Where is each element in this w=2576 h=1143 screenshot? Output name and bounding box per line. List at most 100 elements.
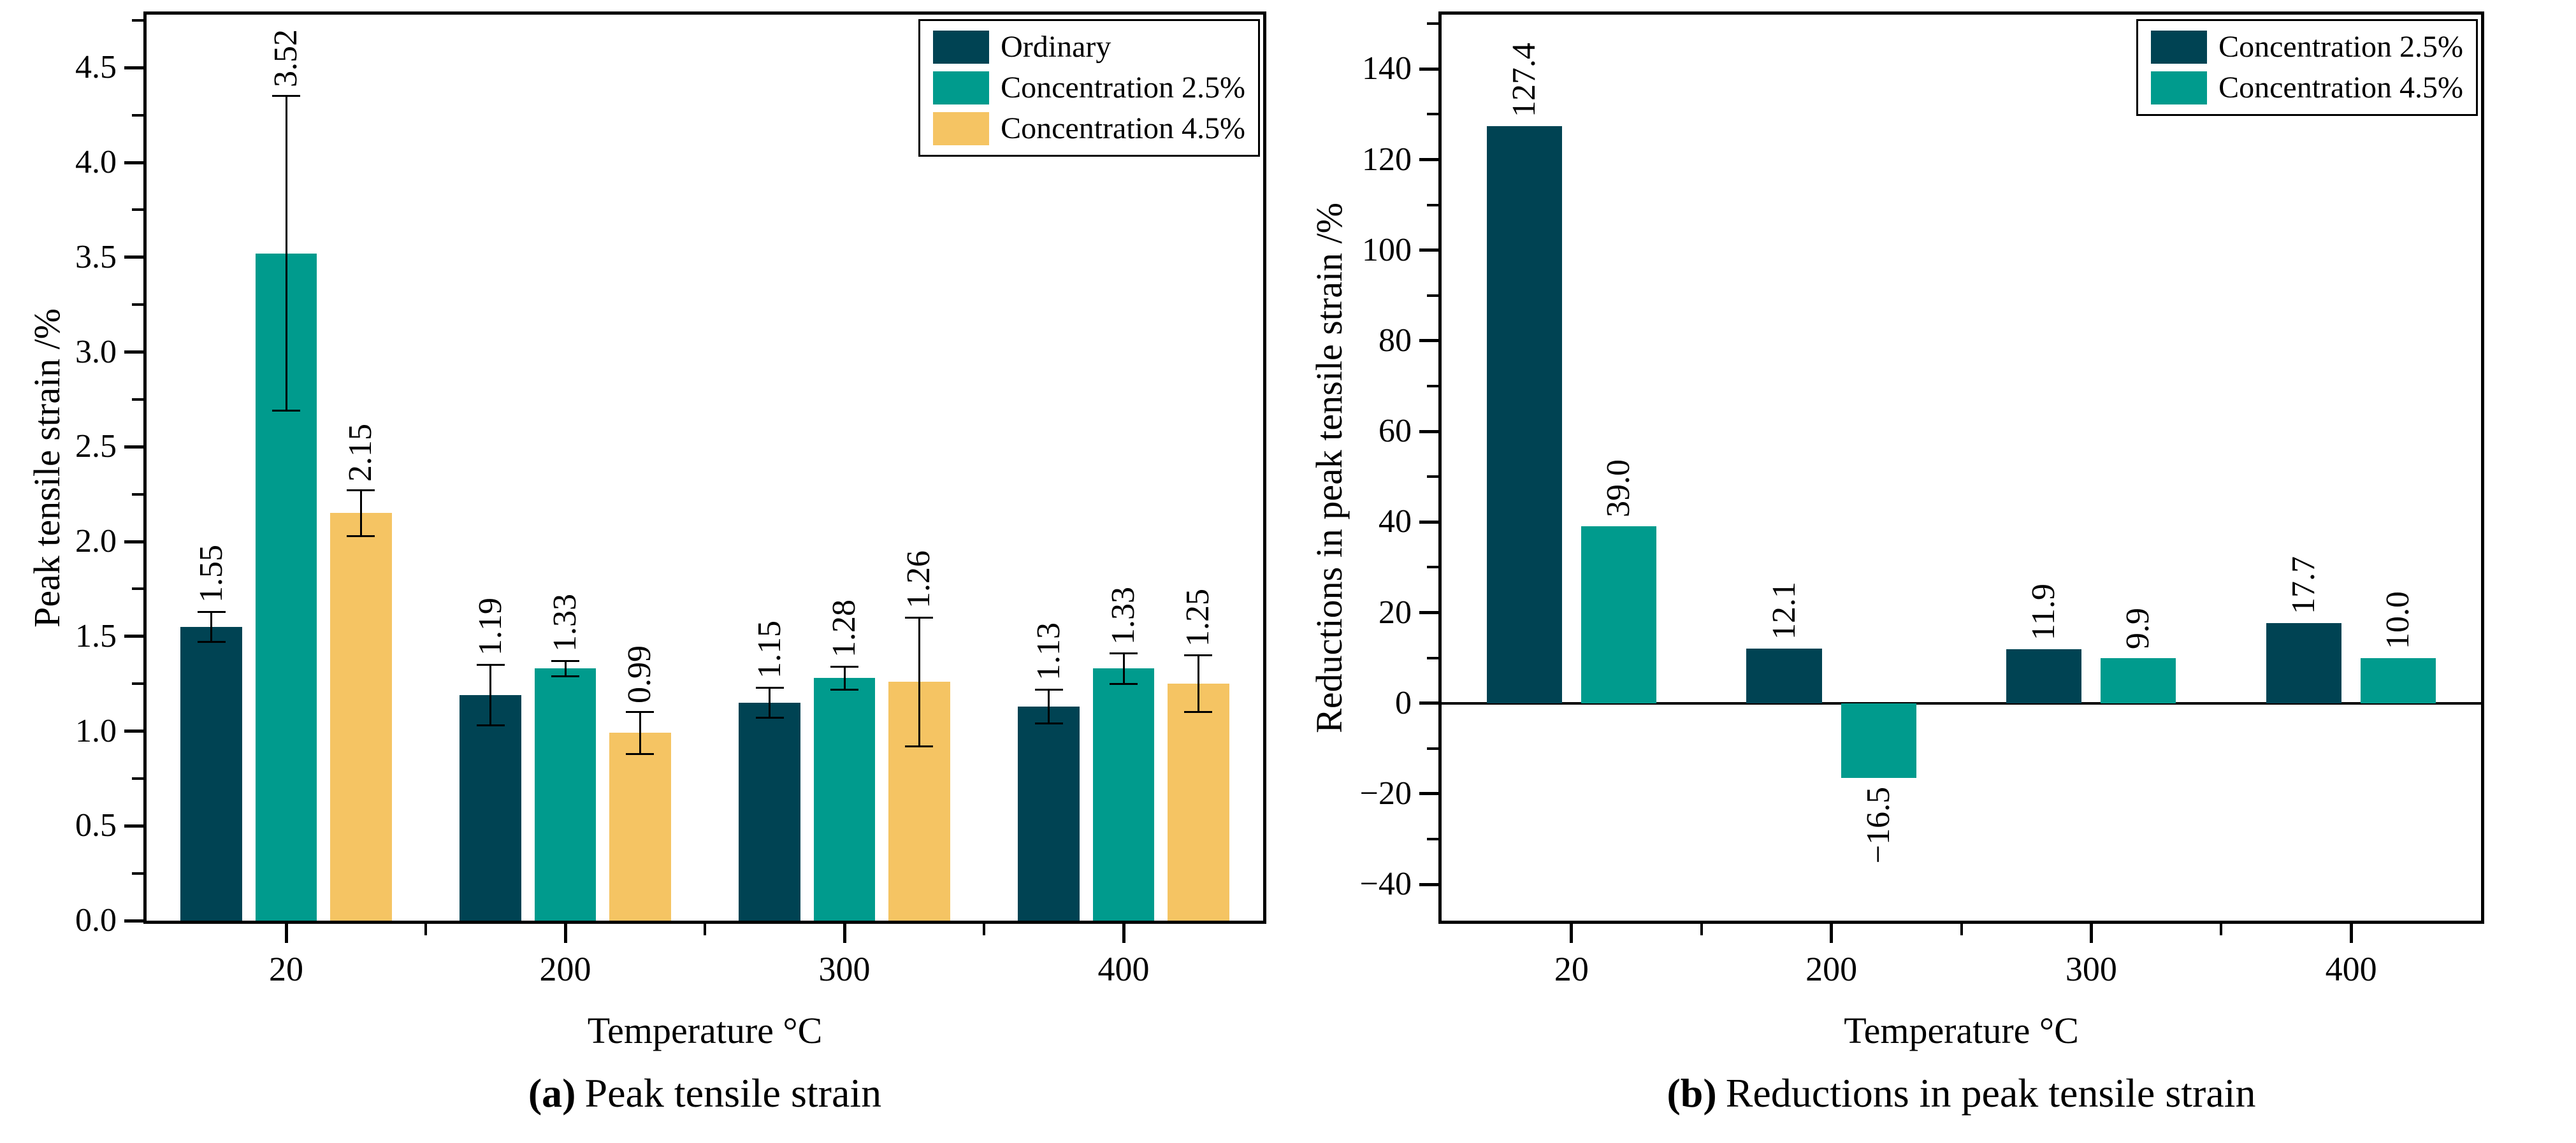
bar-a-20-s0 bbox=[180, 626, 242, 921]
y-tick-label: 1.5 bbox=[75, 617, 117, 654]
y-minor-tick bbox=[1427, 113, 1438, 116]
bar-a-400-s2 bbox=[1168, 684, 1229, 921]
bar-value-label: 1.19 bbox=[472, 598, 509, 656]
y-major-tick bbox=[1419, 339, 1438, 343]
panel-b-y-axis-title: Reductions in peak tensile strain /% bbox=[1308, 202, 1350, 733]
bar-a-200-s2 bbox=[609, 733, 671, 921]
bar-value-label: 127.4 bbox=[1505, 42, 1542, 117]
error-bar-cap-bottom bbox=[1184, 711, 1213, 714]
error-bar-cap-bottom bbox=[197, 641, 226, 643]
error-bar-line bbox=[1197, 655, 1199, 712]
bar-a-300-s0 bbox=[739, 702, 800, 921]
x-major-tick bbox=[2349, 924, 2353, 943]
y-tick-label: 100 bbox=[1362, 231, 1412, 268]
bar-value-label: 2.15 bbox=[342, 423, 379, 482]
panel-a-caption: (a) Peak tensile strain bbox=[143, 1072, 1266, 1115]
bar-b-300-s0 bbox=[2006, 649, 2082, 703]
x-major-tick bbox=[284, 924, 288, 943]
error-bar-cap-top bbox=[272, 95, 300, 97]
y-major-tick bbox=[124, 919, 143, 923]
zero-axis-line bbox=[1442, 701, 2481, 705]
bar-value-label: 9.9 bbox=[2120, 608, 2157, 650]
x-tick-label: 400 bbox=[1097, 950, 1150, 988]
error-bar-line bbox=[639, 712, 641, 754]
y-major-tick bbox=[124, 255, 143, 259]
x-major-tick bbox=[1570, 924, 1574, 943]
error-bar-line bbox=[918, 617, 920, 747]
bar-value-label: 39.0 bbox=[1600, 459, 1637, 518]
legend-swatch-ordinary bbox=[933, 31, 990, 64]
error-bar-line bbox=[1048, 689, 1050, 724]
y-tick-label: −20 bbox=[1359, 775, 1412, 812]
legend-row-b-concentration-2-5: Concentration 2.5% bbox=[2151, 30, 2463, 64]
bar-b-400-s0 bbox=[2266, 622, 2342, 703]
y-tick-label: 20 bbox=[1378, 594, 1412, 631]
x-tick-label: 300 bbox=[2065, 950, 2117, 988]
y-minor-tick bbox=[132, 303, 143, 306]
x-minor-tick bbox=[2220, 924, 2223, 935]
x-minor-tick bbox=[983, 924, 985, 935]
legend-label-b-concentration-4-5: Concentration 4.5% bbox=[2218, 71, 2463, 104]
error-bar-cap-bottom bbox=[830, 688, 858, 691]
error-bar-line bbox=[769, 687, 771, 718]
y-major-tick bbox=[124, 540, 143, 543]
legend-swatch-concentration-2-5 bbox=[933, 71, 990, 104]
panel-a-x-axis-title: Temperature °C bbox=[587, 1010, 823, 1051]
error-bar-cap-bottom bbox=[755, 717, 784, 719]
y-tick-label: 60 bbox=[1378, 413, 1412, 450]
bar-value-label: 1.28 bbox=[826, 600, 862, 658]
x-tick-label: 200 bbox=[539, 950, 591, 988]
y-tick-label: 0.0 bbox=[75, 902, 117, 938]
error-bar-cap-top bbox=[1184, 654, 1213, 656]
error-bar-cap-bottom bbox=[1110, 682, 1138, 685]
legend-swatch-b-concentration-4-5 bbox=[2151, 71, 2208, 104]
bar-value-label: 0.99 bbox=[621, 645, 658, 703]
error-bar-cap-bottom bbox=[272, 410, 300, 412]
x-minor-tick bbox=[1960, 924, 1963, 935]
y-tick-label: 3.5 bbox=[75, 238, 117, 275]
bar-value-label: 10.0 bbox=[2380, 591, 2417, 649]
y-major-tick bbox=[1419, 792, 1438, 796]
bar-value-label: 1.25 bbox=[1180, 588, 1217, 647]
bar-value-label: 1.15 bbox=[751, 621, 788, 679]
x-major-tick bbox=[1830, 924, 1834, 943]
error-bar-cap-top bbox=[626, 711, 655, 714]
x-tick-label: 20 bbox=[269, 950, 303, 988]
y-minor-tick bbox=[132, 872, 143, 875]
bar-b-20-s0 bbox=[1486, 126, 1562, 703]
panel-b-x-axis-title: Temperature °C bbox=[1844, 1010, 2079, 1051]
panel-b-caption-marker: (b) bbox=[1667, 1070, 1717, 1116]
error-bar-cap-bottom bbox=[347, 535, 375, 537]
panel-a-caption-marker: (a) bbox=[528, 1070, 576, 1116]
y-major-tick bbox=[1419, 611, 1438, 615]
y-tick-label: 0.5 bbox=[75, 807, 117, 844]
error-bar-cap-top bbox=[347, 489, 375, 492]
panel-b-plot-frame bbox=[1438, 11, 2484, 924]
bar-value-label: 11.9 bbox=[2025, 584, 2062, 641]
x-minor-tick bbox=[1700, 924, 1703, 935]
y-tick-label: 2.5 bbox=[75, 428, 117, 465]
error-bar-cap-bottom bbox=[626, 752, 655, 755]
bar-value-label: 12.1 bbox=[1765, 581, 1802, 640]
panel-b-legend: Concentration 2.5% Concentration 4.5% bbox=[2136, 19, 2478, 116]
bar-value-label: 1.33 bbox=[1105, 586, 1141, 645]
bar-b-200-s1 bbox=[1841, 703, 1916, 779]
error-bar-cap-bottom bbox=[905, 745, 934, 747]
legend-label-concentration-2-5: Concentration 2.5% bbox=[1001, 71, 1245, 104]
y-minor-tick bbox=[132, 587, 143, 591]
panel-b-caption-text: Reductions in peak tensile strain bbox=[1725, 1070, 2256, 1116]
error-bar-cap-bottom bbox=[1034, 722, 1063, 725]
y-tick-label: 4.0 bbox=[75, 144, 117, 181]
x-major-tick bbox=[843, 924, 846, 943]
y-major-tick bbox=[1419, 158, 1438, 162]
legend-label-ordinary: Ordinary bbox=[1001, 30, 1111, 64]
y-major-tick bbox=[124, 350, 143, 354]
y-tick-label: 80 bbox=[1378, 322, 1412, 359]
y-minor-tick bbox=[132, 492, 143, 496]
x-tick-label: 400 bbox=[2325, 950, 2377, 988]
bar-value-label: 3.52 bbox=[268, 29, 304, 87]
x-tick-label: 20 bbox=[1554, 950, 1589, 988]
error-bar-cap-bottom bbox=[551, 675, 579, 677]
y-tick-label: 120 bbox=[1362, 141, 1412, 178]
